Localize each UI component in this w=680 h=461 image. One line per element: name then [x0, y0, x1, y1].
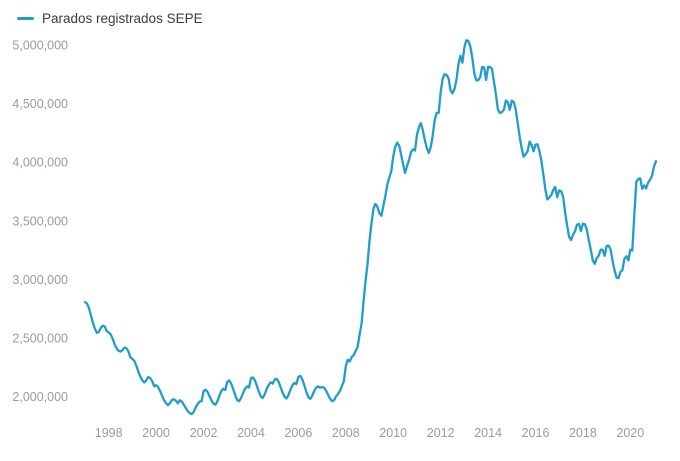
x-axis-tick-label: 2012	[427, 426, 455, 440]
x-axis-tick-label: 2014	[474, 426, 502, 440]
x-axis-tick-label: 2004	[237, 426, 265, 440]
y-axis-labels: 5,000,000 4,500,000 4,000,000 3,500,000 3,00…	[12, 39, 68, 405]
x-axis-tick-label: 1998	[95, 426, 123, 440]
x-axis-tick-label: 2002	[190, 426, 218, 440]
legend: Parados registrados SEPE	[17, 11, 203, 26]
y-axis-tick-label: 4,000,000	[12, 156, 68, 170]
y-axis-tick-label: 2,500,000	[12, 332, 68, 346]
y-axis-tick-label: 3,500,000	[12, 214, 68, 228]
x-axis-tick-label: 2010	[379, 426, 407, 440]
x-axis-tick-label: 2016	[522, 426, 550, 440]
y-axis-tick-label: 5,000,000	[12, 39, 68, 53]
legend-label: Parados registrados SEPE	[42, 11, 203, 26]
y-axis-tick-label: 3,000,000	[12, 273, 68, 287]
y-axis-tick-label: 2,000,000	[12, 390, 68, 404]
x-axis-tick-label: 2018	[569, 426, 597, 440]
x-axis-tick-label: 2020	[616, 426, 644, 440]
legend-item-parados[interactable]: Parados registrados SEPE	[17, 11, 203, 26]
x-axis-tick-label: 2008	[332, 426, 360, 440]
series-line-parados	[83, 39, 658, 416]
x-axis-tick-label: 2000	[142, 426, 170, 440]
x-axis-labels: 1998 2000 2002 2004 2006 2008 2010 2012 2014 2016…	[95, 426, 644, 440]
legend-line-swatch	[17, 17, 34, 20]
y-axis-tick-label: 4,500,000	[12, 97, 68, 111]
x-axis-tick-label: 2006	[284, 426, 312, 440]
